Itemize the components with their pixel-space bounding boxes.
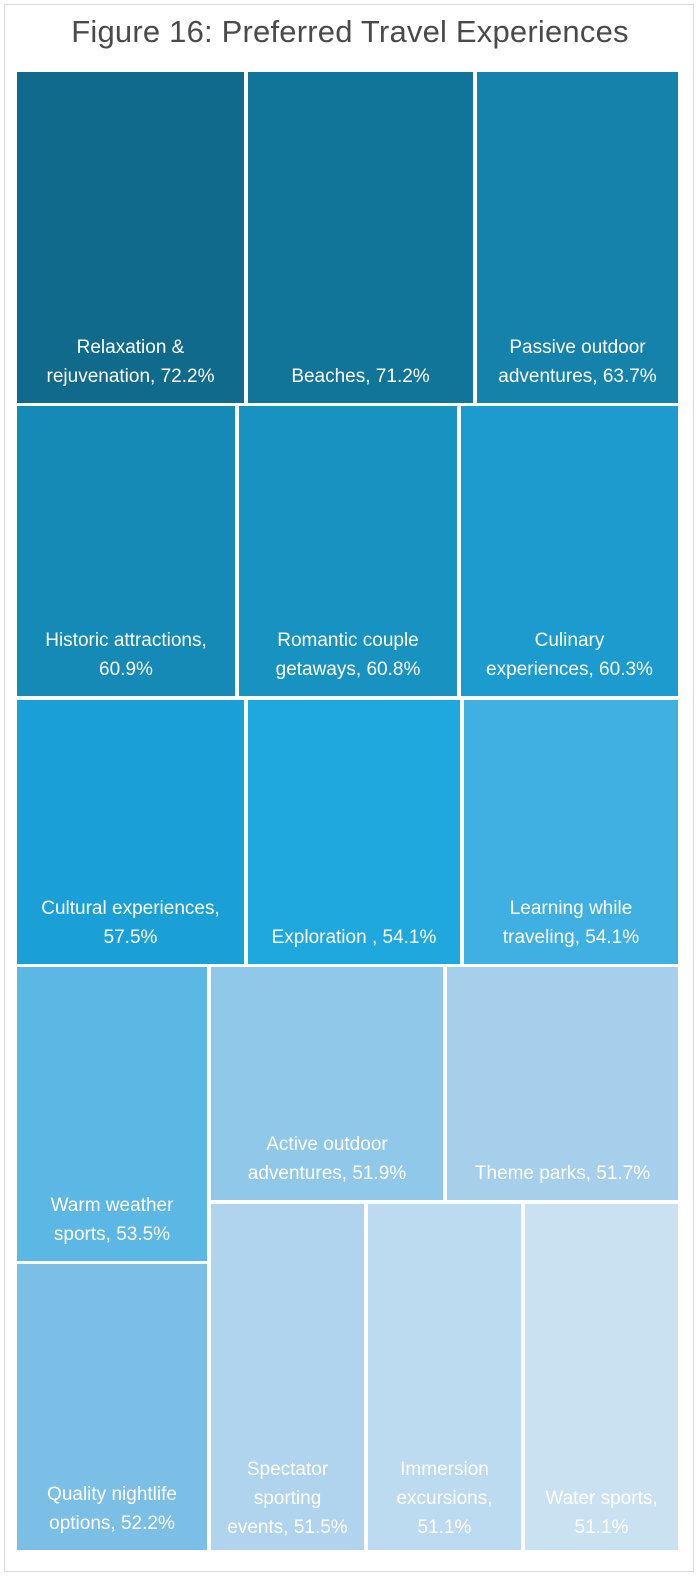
tile-label: Passive outdoor adventures, 63.7% — [498, 337, 657, 387]
tile-label: Beaches, 71.2% — [291, 366, 430, 387]
treemap-tile: Warm weather sports, 53.5% — [17, 967, 207, 1261]
treemap-tile: Passive outdoor adventures, 63.7% — [477, 72, 678, 403]
tile-label: Theme parks, 51.7% — [474, 1163, 651, 1184]
treemap-tile: Quality nightlife options, 52.2% — [17, 1264, 207, 1550]
tile-label: Quality nightlife options, 52.2% — [47, 1484, 177, 1534]
treemap-tile: Learning while traveling, 54.1% — [464, 700, 678, 964]
treemap-tile: Romantic couple getaways, 60.8% — [239, 406, 457, 696]
treemap-tile: Active outdoor adventures, 51.9% — [211, 967, 443, 1200]
tile-label: Historic attractions, 60.9% — [45, 630, 207, 680]
tile-label: Spectator sporting events, 51.5% — [227, 1459, 348, 1538]
treemap-tile: Cultural experiences, 57.5% — [17, 700, 244, 964]
treemap-tile: Theme parks, 51.7% — [447, 967, 678, 1200]
treemap-tile: Water sports, 51.1% — [525, 1204, 678, 1550]
treemap-tile: Beaches, 71.2% — [248, 72, 473, 403]
tile-label: Learning while traveling, 54.1% — [502, 898, 640, 948]
tile-label: Active outdoor adventures, 51.9% — [247, 1134, 407, 1184]
treemap-tile: Culinary experiences, 60.3% — [461, 406, 678, 696]
tile-label: Relaxation & rejuvenation, 72.2% — [46, 337, 215, 387]
tile-label: Water sports, 51.1% — [545, 1488, 658, 1538]
tile-label: Immersion excursions, 51.1% — [396, 1459, 493, 1538]
treemap-tile: Relaxation & rejuvenation, 72.2% — [17, 72, 244, 403]
tile-label: Exploration , 54.1% — [271, 927, 437, 948]
treemap-tile: Exploration , 54.1% — [248, 700, 460, 964]
tile-label: Culinary experiences, 60.3% — [486, 630, 653, 680]
tile-label: Romantic couple getaways, 60.8% — [275, 630, 421, 680]
tile-label: Warm weather sports, 53.5% — [50, 1195, 174, 1245]
chart-title: Figure 16: Preferred Travel Experiences — [71, 14, 629, 49]
treemap-tile: Immersion excursions, 51.1% — [368, 1204, 521, 1550]
tile-label: Cultural experiences, 57.5% — [41, 898, 220, 948]
treemap-tile: Historic attractions, 60.9% — [17, 406, 235, 696]
treemap-tile: Spectator sporting events, 51.5% — [211, 1204, 364, 1550]
